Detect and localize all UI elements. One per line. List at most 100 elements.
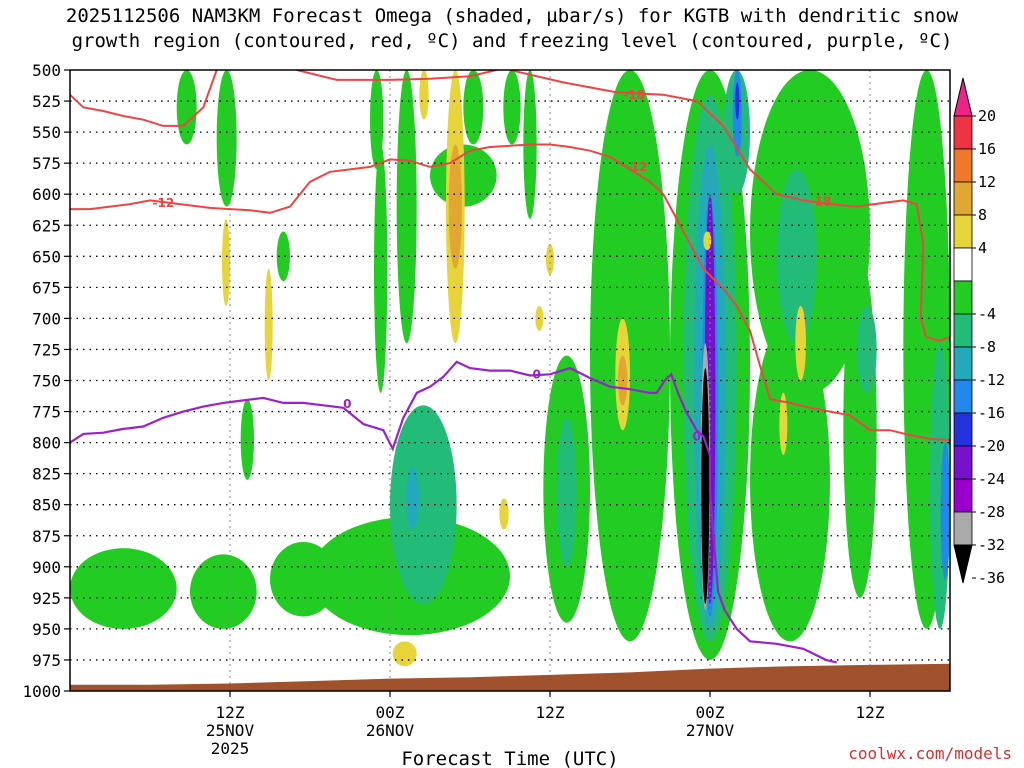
y-tick-label: 500 [32,61,61,80]
x-tick-label: 26NOV [366,721,415,740]
omega-region [546,243,554,275]
y-tick-label: 875 [32,527,61,546]
omega-region [590,70,670,642]
colorbar-segment [953,181,973,216]
terrain [70,663,950,691]
omega-region [499,498,509,530]
colorbar-label: -4 [978,305,996,323]
colorbar-segment [953,346,973,381]
dgz-contour-line [509,70,950,342]
y-tick-label: 525 [32,92,61,111]
colorbar-segment [953,478,973,513]
colorbar: 20 16 12 8 4 -4 -8 -12 -16 -20 -24 -28 -32 -36 [953,77,1005,587]
dgz-contour-line [296,70,497,81]
omega-region [240,399,254,480]
y-tick-label: 925 [32,589,61,608]
omega-region [70,548,177,629]
omega-region [703,231,712,251]
omega-region [374,144,388,393]
colorbar-under-arrow [953,544,973,584]
omega-region [276,231,291,282]
y-tick-label: 650 [32,247,61,266]
colorbar-segment [953,115,973,150]
x-tick-label: 00Z [376,703,405,722]
contours: -12 -12 -18 -18 0 0 0 [70,70,950,664]
y-tick-label: 725 [32,340,61,359]
x-tick-label: 25NOV [206,721,255,740]
y-axis-ticks: 500 525 550 575 600 625 650 675 700 725 750 775 800 8… [22,61,70,701]
colorbar-segment [953,313,973,348]
freezing-level-label: 0 [532,367,540,381]
y-tick-label: 575 [32,154,61,173]
omega-region [701,368,710,605]
colorbar-label: -36 [978,569,1005,587]
y-tick-label: 950 [32,620,61,639]
omega-region [776,169,817,344]
omega-region [503,70,521,145]
x-tick-label: 27NOV [686,721,735,740]
omega-region [222,219,230,306]
y-tick-label: 800 [32,434,61,453]
y-tick-label: 625 [32,216,61,235]
omega-region [556,417,577,567]
y-tick-label: 775 [32,403,61,422]
omega-region [264,268,273,381]
dgz-contour-label: -12 [626,160,648,174]
colorbar-segment [953,445,973,480]
colorbar-label: -12 [978,371,1005,389]
omega-region [750,318,830,642]
dgz-contour-line [70,70,218,127]
colorbar-label: -28 [978,503,1005,521]
dgz-contour-label: -12 [152,196,174,210]
y-tick-label: 750 [32,372,61,391]
omega-region [856,305,877,393]
y-tick-label: 600 [32,185,61,204]
colorbar-over-arrow [953,77,973,117]
omega-region [419,70,429,120]
x-tick-label: 2025 [211,739,250,758]
x-axis-label: Forecast Time (UTC) [401,748,618,768]
colorbar-label: -8 [978,338,996,356]
x-tick-label: 00Z [696,703,725,722]
y-tick-label: 900 [32,558,61,577]
x-tick-label: 12Z [216,703,245,722]
freezing-level-label: 0 [343,397,351,411]
omega-region [176,70,197,145]
chart-title-line1: 2025112506 NAM3KM Forecast Omega (shaded… [66,5,959,27]
dgz-contour-label: -18 [810,195,832,209]
omega-region [390,405,457,605]
colorbar-label: -16 [978,404,1005,422]
colorbar-label: 12 [978,173,996,191]
omega-region [779,392,788,456]
omega-region [370,70,384,170]
dgz-contour-label: -18 [623,88,645,102]
terrain-fill [70,663,950,691]
omega-region [843,256,877,598]
y-tick-label: 975 [32,651,61,670]
colorbar-label: 16 [978,140,996,158]
colorbar-label: -20 [978,437,1005,455]
omega-region [406,467,420,530]
colorbar-segment [953,247,973,282]
omega-region [392,641,417,667]
colorbar-label: 4 [978,239,987,257]
omega-region [190,554,257,629]
grid [70,70,950,691]
x-tick-label: 12Z [536,703,565,722]
y-tick-label: 850 [32,496,61,515]
y-tick-label: 700 [32,309,61,328]
credit-link[interactable]: coolwx.com/models [848,744,1012,763]
omega-region [396,70,417,344]
colorbar-segment [953,148,973,183]
y-tick-label: 675 [32,278,61,297]
x-tick-label: 12Z [856,703,885,722]
omega-region [940,442,950,580]
y-tick-label: 550 [32,123,61,142]
omega-region [463,70,484,145]
omega-region [795,305,807,381]
colorbar-label: 20 [978,107,996,125]
colorbar-segment [953,379,973,414]
colorbar-segment [953,511,973,546]
